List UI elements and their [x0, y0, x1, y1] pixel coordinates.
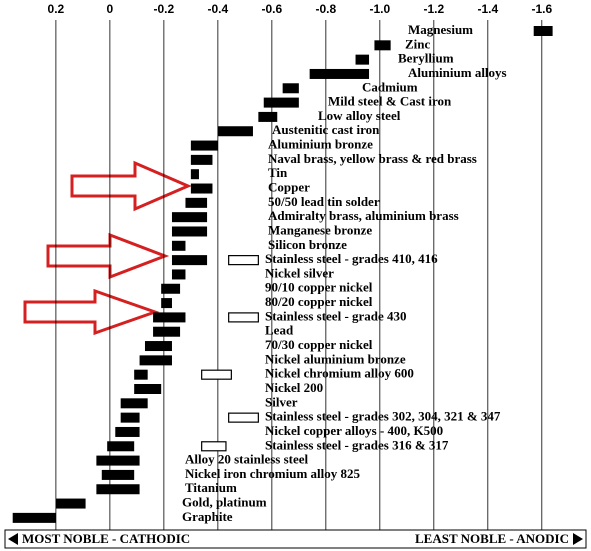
arrow — [46, 232, 170, 280]
bar — [263, 97, 299, 108]
category-label: Lead — [265, 323, 294, 338]
bar — [107, 441, 135, 452]
bar — [282, 83, 299, 94]
category-label: Admiralty brass, aluminium brass — [268, 208, 459, 223]
passive-bar — [228, 255, 259, 266]
bar — [533, 26, 553, 36]
bar — [171, 255, 208, 266]
bar — [190, 140, 218, 151]
x-tick-label: -0.2 — [154, 2, 175, 16]
bar — [161, 283, 181, 294]
x-tick-label: -0.8 — [316, 2, 337, 16]
bar — [161, 298, 172, 309]
bar — [190, 169, 199, 180]
arrow — [70, 160, 192, 212]
category-label: Silicon bronze — [268, 237, 347, 252]
passive-bar — [201, 441, 227, 452]
bar — [101, 469, 135, 480]
category-label: Nickel iron chromium alloy 825 — [185, 466, 361, 481]
bar — [309, 68, 370, 79]
category-label: Zinc — [405, 36, 431, 51]
bar — [258, 111, 278, 122]
bar — [120, 412, 140, 423]
bar — [96, 484, 140, 495]
bar — [171, 212, 208, 223]
bar — [217, 126, 253, 137]
passive-bar — [228, 312, 259, 323]
bar — [171, 226, 208, 237]
category-label: Titanium — [185, 480, 237, 495]
category-label: Austenitic cast iron — [272, 122, 380, 137]
category-label: Magnesium — [408, 22, 473, 37]
category-label: Aluminium alloys — [408, 65, 507, 80]
bar — [374, 40, 391, 51]
category-label: Cadmium — [362, 79, 418, 94]
category-label: Nickel 200 — [265, 380, 323, 395]
annotation: MOST NOBLE - CATHODIC — [22, 531, 190, 546]
category-label: Nickel aluminium bronze — [265, 351, 406, 366]
category-label: Copper — [268, 180, 310, 195]
bar — [171, 240, 186, 251]
x-tick-label: -1.4 — [477, 2, 498, 16]
bar — [144, 341, 172, 352]
x-tick-label: -0.6 — [262, 2, 283, 16]
bar — [190, 183, 213, 194]
category-label: Alloy 20 stainless steel — [185, 452, 309, 467]
category-label: 50/50 lead tin solder — [268, 194, 380, 209]
category-label: 70/30 copper nickel — [265, 337, 373, 352]
category-label: Aluminium bronze — [268, 137, 373, 152]
bar — [134, 384, 162, 394]
bar — [171, 269, 186, 280]
x-tick-label: -0.4 — [208, 2, 229, 16]
bar — [355, 54, 370, 65]
category-label: Stainless steel - grades 302, 304, 321 &… — [265, 409, 501, 424]
x-tick-label: 0 — [107, 2, 114, 16]
category-label: 80/20 copper nickel — [265, 294, 373, 309]
category-label: 90/10 copper nickel — [265, 280, 373, 295]
category-label: Stainless steel - grades 316 & 317 — [265, 437, 449, 452]
bar — [55, 498, 86, 509]
category-label: Stainless steel - grade 430 — [265, 308, 407, 323]
x-tick-label: -1.6 — [531, 2, 552, 16]
highlight-arrows — [23, 160, 192, 336]
bar — [153, 312, 186, 323]
category-label: Manganese bronze — [268, 222, 372, 237]
x-tick-label: -1.0 — [369, 2, 390, 16]
bar — [96, 455, 140, 466]
category-label: Tin — [268, 165, 288, 180]
bar — [115, 426, 140, 437]
arrow — [23, 288, 160, 336]
right-arrow — [573, 533, 583, 545]
category-label: Silver — [265, 394, 298, 409]
category-label: Graphite — [182, 509, 233, 524]
bar — [120, 398, 148, 409]
category-label: Stainless steel - grades 410, 416 — [265, 251, 438, 266]
bar — [134, 369, 148, 380]
category-label: Low alloy steel — [318, 108, 401, 123]
passive-bar — [228, 412, 259, 423]
bar — [185, 197, 208, 208]
passive-bar — [201, 369, 232, 380]
category-label: Nickel copper alloys - 400, K500 — [265, 423, 443, 438]
bar — [190, 154, 213, 165]
category-label: Mild steel & Cast iron — [328, 94, 452, 109]
annotation: LEAST NOBLE - ANODIC — [415, 531, 569, 546]
category-label: Naval brass, yellow brass & red brass — [268, 151, 477, 166]
left-arrow — [8, 533, 18, 545]
x-tick-label: -1.2 — [423, 2, 444, 16]
x-tick-label: 0.2 — [48, 2, 65, 16]
category-label: Gold, platinum — [182, 495, 267, 510]
bar — [12, 512, 56, 523]
bar — [139, 355, 172, 366]
category-label: Beryllium — [398, 51, 454, 66]
bar — [153, 326, 181, 337]
footer-box — [4, 529, 587, 549]
category-label: Nickel silver — [265, 265, 334, 280]
category-label: Nickel chromium alloy 600 — [265, 366, 414, 381]
